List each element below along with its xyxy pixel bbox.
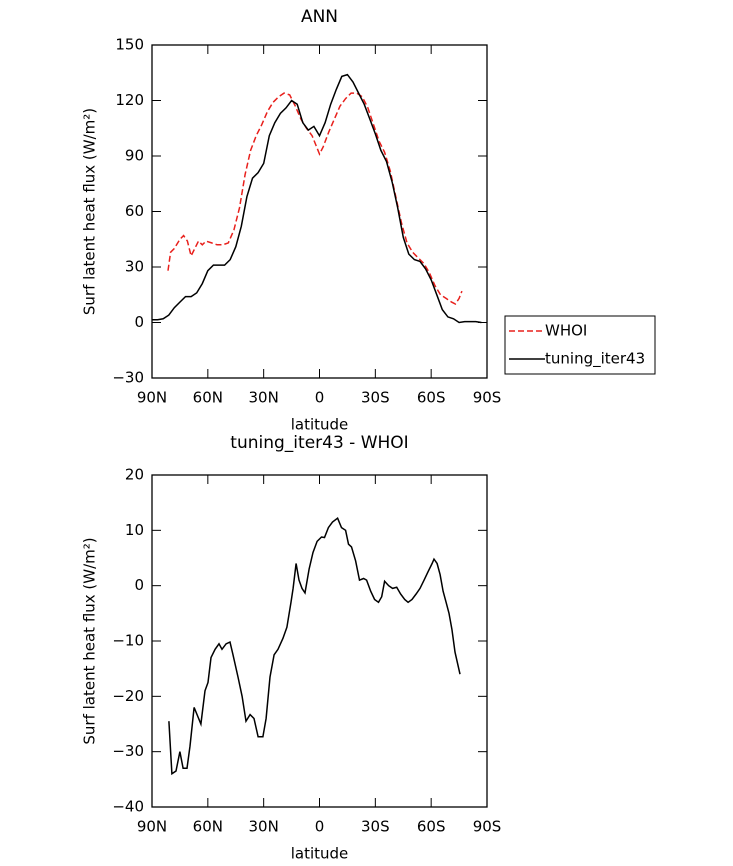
data-line <box>167 92 463 305</box>
x-tick-label: 30N <box>249 389 279 407</box>
plot-frame <box>151 44 488 379</box>
x-tick-label: 30S <box>361 389 390 407</box>
data-line <box>168 517 461 776</box>
data-line <box>152 73 482 324</box>
y-tick-label: −20 <box>112 687 144 705</box>
chart-title: tuning_iter43 - WHOI <box>230 433 408 453</box>
legend-box <box>504 315 656 375</box>
y-tick-label: −30 <box>112 369 144 387</box>
y-axis-label: Surf latent heat flux (W/m²) <box>81 108 99 315</box>
x-axis-label: latitude <box>291 845 349 863</box>
legend-label: tuning_iter43 <box>545 350 645 369</box>
x-tick-label: 30S <box>361 818 390 836</box>
chart-title: ANN <box>301 7 338 27</box>
x-tick-label: 0 <box>315 818 325 836</box>
y-tick-label: 60 <box>125 202 144 220</box>
y-tick-label: 20 <box>125 466 144 484</box>
x-tick-label: 90N <box>137 389 167 407</box>
x-tick-label: 30N <box>249 818 279 836</box>
y-tick-label: 0 <box>134 313 144 331</box>
x-tick-label: 0 <box>315 389 325 407</box>
plot-frame <box>151 474 488 808</box>
y-axis-label: Surf latent heat flux (W/m²) <box>81 537 99 744</box>
y-tick-label: 0 <box>134 576 144 594</box>
y-tick-label: −10 <box>112 632 144 650</box>
x-tick-label: 90N <box>137 818 167 836</box>
x-axis-label: latitude <box>291 416 349 434</box>
y-tick-label: −30 <box>112 742 144 760</box>
x-tick-label: 60N <box>193 818 223 836</box>
x-tick-label: 60N <box>193 389 223 407</box>
x-tick-label: 90S <box>473 818 502 836</box>
x-tick-label: 60S <box>417 818 446 836</box>
y-tick-label: 90 <box>125 147 144 165</box>
y-tick-label: −40 <box>112 798 144 816</box>
x-tick-label: 90S <box>473 389 502 407</box>
y-tick-label: 150 <box>115 36 144 54</box>
y-tick-label: 10 <box>125 521 144 539</box>
y-tick-label: 120 <box>115 91 144 109</box>
x-tick-label: 60S <box>417 389 446 407</box>
y-tick-label: 30 <box>125 258 144 276</box>
legend-label: WHOI <box>545 322 587 340</box>
